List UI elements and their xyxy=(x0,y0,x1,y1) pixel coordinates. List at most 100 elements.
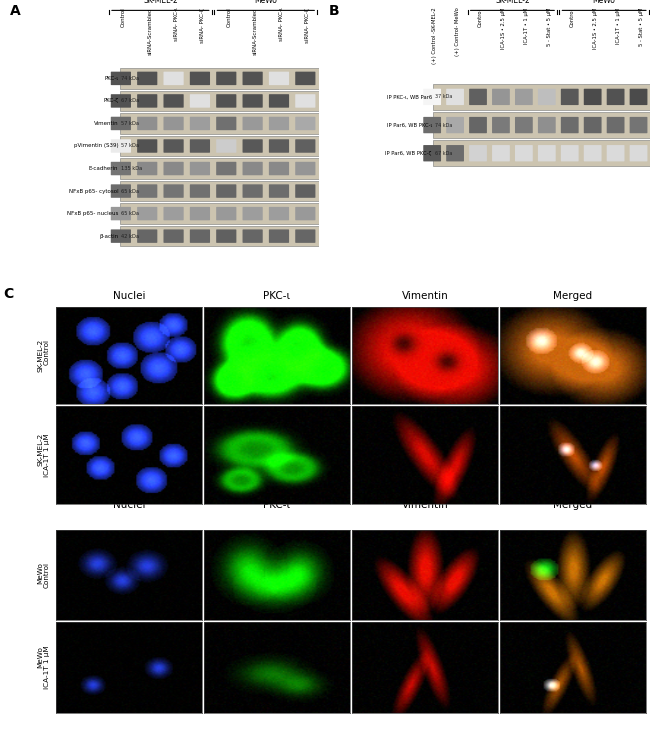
FancyBboxPatch shape xyxy=(606,89,625,105)
Text: Merged: Merged xyxy=(553,501,592,510)
FancyBboxPatch shape xyxy=(216,162,237,175)
FancyBboxPatch shape xyxy=(137,184,157,198)
Text: PKC-ι: PKC-ι xyxy=(263,290,291,301)
Text: PKC-ι: PKC-ι xyxy=(263,501,291,510)
FancyBboxPatch shape xyxy=(561,145,579,162)
Text: siRNA-Scrambled: siRNA-Scrambled xyxy=(253,7,257,55)
Text: pVimentin (S39): pVimentin (S39) xyxy=(73,143,118,148)
FancyBboxPatch shape xyxy=(120,113,318,134)
FancyBboxPatch shape xyxy=(606,145,625,162)
Text: siRNA- PKC-ζ: siRNA- PKC-ζ xyxy=(306,7,310,43)
Text: IP Par6, WB PKC-ζ: IP Par6, WB PKC-ζ xyxy=(385,151,432,156)
FancyBboxPatch shape xyxy=(242,184,263,198)
FancyBboxPatch shape xyxy=(216,94,237,107)
FancyBboxPatch shape xyxy=(434,140,650,166)
FancyBboxPatch shape xyxy=(469,117,487,133)
FancyBboxPatch shape xyxy=(446,89,464,105)
FancyBboxPatch shape xyxy=(242,117,263,130)
FancyBboxPatch shape xyxy=(446,145,464,162)
FancyBboxPatch shape xyxy=(630,117,647,133)
Text: MeWo: MeWo xyxy=(254,0,278,5)
Text: MeWo
Control: MeWo Control xyxy=(37,562,50,588)
FancyBboxPatch shape xyxy=(111,139,131,153)
FancyBboxPatch shape xyxy=(423,117,441,133)
FancyBboxPatch shape xyxy=(164,94,184,107)
FancyBboxPatch shape xyxy=(164,229,184,243)
Text: Control: Control xyxy=(226,7,231,27)
FancyBboxPatch shape xyxy=(295,162,315,175)
FancyBboxPatch shape xyxy=(164,139,184,153)
FancyBboxPatch shape xyxy=(120,181,318,201)
Text: Control: Control xyxy=(570,7,575,26)
FancyBboxPatch shape xyxy=(216,207,237,220)
FancyBboxPatch shape xyxy=(434,85,650,110)
FancyBboxPatch shape xyxy=(190,71,210,85)
FancyBboxPatch shape xyxy=(492,89,510,105)
FancyBboxPatch shape xyxy=(295,139,315,153)
FancyBboxPatch shape xyxy=(269,162,289,175)
Text: 5 - Stat • 5 μM: 5 - Stat • 5 μM xyxy=(638,7,644,46)
FancyBboxPatch shape xyxy=(111,184,131,198)
Text: IP Par6, WB PKC-ι: IP Par6, WB PKC-ι xyxy=(387,123,432,128)
Text: 135 kDa: 135 kDa xyxy=(122,166,143,171)
FancyBboxPatch shape xyxy=(120,90,318,111)
Text: Vimentin: Vimentin xyxy=(94,121,118,126)
FancyBboxPatch shape xyxy=(216,139,237,153)
FancyBboxPatch shape xyxy=(295,229,315,243)
Text: (+) Control -SK-MEL-2: (+) Control -SK-MEL-2 xyxy=(432,7,437,65)
FancyBboxPatch shape xyxy=(515,117,533,133)
FancyBboxPatch shape xyxy=(120,136,318,157)
Text: ICA-1T • 1 μM: ICA-1T • 1 μM xyxy=(616,7,621,44)
FancyBboxPatch shape xyxy=(216,184,237,198)
FancyBboxPatch shape xyxy=(295,71,315,85)
FancyBboxPatch shape xyxy=(606,117,625,133)
FancyBboxPatch shape xyxy=(216,117,237,130)
FancyBboxPatch shape xyxy=(584,89,601,105)
FancyBboxPatch shape xyxy=(242,207,263,220)
FancyBboxPatch shape xyxy=(137,94,157,107)
FancyBboxPatch shape xyxy=(111,207,131,220)
Text: 57 kDa: 57 kDa xyxy=(122,143,140,148)
FancyBboxPatch shape xyxy=(242,162,263,175)
Text: NFxB p65- nucleus: NFxB p65- nucleus xyxy=(67,211,118,216)
FancyBboxPatch shape xyxy=(295,94,315,107)
Text: ICA-1S • 2.5 μM: ICA-1S • 2.5 μM xyxy=(501,7,506,49)
Text: 67 kDa: 67 kDa xyxy=(435,151,452,156)
Text: ICA-1T • 1 μM: ICA-1T • 1 μM xyxy=(524,7,529,44)
FancyBboxPatch shape xyxy=(630,145,647,162)
Text: Vimentin: Vimentin xyxy=(402,290,448,301)
Text: IP PKC-ι, WB Par6: IP PKC-ι, WB Par6 xyxy=(387,94,432,99)
FancyBboxPatch shape xyxy=(515,89,533,105)
Text: β-actin: β-actin xyxy=(99,234,118,239)
FancyBboxPatch shape xyxy=(190,139,210,153)
FancyBboxPatch shape xyxy=(538,145,556,162)
FancyBboxPatch shape xyxy=(120,158,318,179)
FancyBboxPatch shape xyxy=(111,117,131,130)
FancyBboxPatch shape xyxy=(216,71,237,85)
Text: MeWo: MeWo xyxy=(593,0,616,5)
FancyBboxPatch shape xyxy=(137,71,157,85)
FancyBboxPatch shape xyxy=(137,229,157,243)
FancyBboxPatch shape xyxy=(242,139,263,153)
FancyBboxPatch shape xyxy=(137,117,157,130)
FancyBboxPatch shape xyxy=(269,229,289,243)
Text: Nuclei: Nuclei xyxy=(113,290,146,301)
Text: PKC-ζ: PKC-ζ xyxy=(103,98,118,104)
FancyBboxPatch shape xyxy=(137,162,157,175)
Text: 65 kDa: 65 kDa xyxy=(122,189,140,193)
FancyBboxPatch shape xyxy=(164,71,184,85)
FancyBboxPatch shape xyxy=(190,184,210,198)
Text: A: A xyxy=(10,4,21,18)
FancyBboxPatch shape xyxy=(216,229,237,243)
FancyBboxPatch shape xyxy=(190,117,210,130)
FancyBboxPatch shape xyxy=(190,229,210,243)
FancyBboxPatch shape xyxy=(584,117,601,133)
FancyBboxPatch shape xyxy=(242,94,263,107)
FancyBboxPatch shape xyxy=(111,71,131,85)
Text: PKC-ι: PKC-ι xyxy=(104,76,118,81)
Text: MeWo
ICA-1T 1 μM: MeWo ICA-1T 1 μM xyxy=(37,646,50,689)
Text: SK-MEL-2: SK-MEL-2 xyxy=(495,0,530,5)
Text: Merged: Merged xyxy=(553,290,592,301)
FancyBboxPatch shape xyxy=(190,94,210,107)
Text: siRNA- PKC-ι: siRNA- PKC-ι xyxy=(279,7,284,41)
